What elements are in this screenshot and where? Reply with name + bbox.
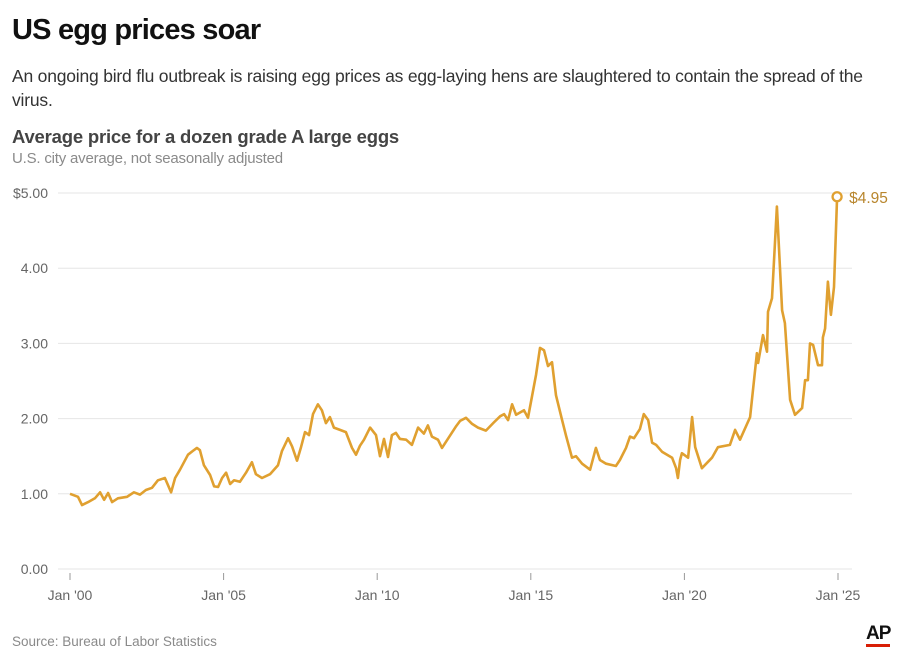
chart-title: Average price for a dozen grade A large … <box>12 126 400 147</box>
latest-point-marker <box>831 191 843 203</box>
x-tick-label: Jan '00 <box>48 587 93 603</box>
chart-subtitle: U.S. city average, not seasonally adjust… <box>12 150 283 167</box>
y-tick-label: 2.00 <box>21 411 48 427</box>
dek: An ongoing bird flu outbreak is raising … <box>12 66 863 110</box>
ap-logo: AP <box>866 624 891 647</box>
gridlines <box>58 192 852 570</box>
x-tick-label: Jan '25 <box>816 587 861 603</box>
latest-value-label: $4.95 <box>849 190 888 207</box>
x-tick-label: Jan '05 <box>201 587 246 603</box>
y-axis-ticks: 0.00 1.00 2.00 3.00 4.00 $5.00 <box>13 185 48 577</box>
y-tick-label: 4.00 <box>21 260 48 276</box>
source-note: Source: Bureau of Labor Statistics <box>12 634 217 649</box>
y-tick-label: 1.00 <box>21 486 48 502</box>
x-tick-label: Jan '15 <box>508 587 553 603</box>
x-axis-ticks: Jan '00 Jan '05 Jan '10 Jan '15 Jan '20 Jan '… <box>48 573 861 603</box>
y-tick-label: 0.00 <box>21 561 48 577</box>
y-tick-label: $5.00 <box>13 185 48 201</box>
headline: US egg prices soar <box>12 14 261 46</box>
x-tick-label: Jan '20 <box>662 587 707 603</box>
x-tick-label: Jan '10 <box>355 587 400 603</box>
price-line <box>69 196 839 507</box>
y-tick-label: 3.00 <box>21 335 48 351</box>
